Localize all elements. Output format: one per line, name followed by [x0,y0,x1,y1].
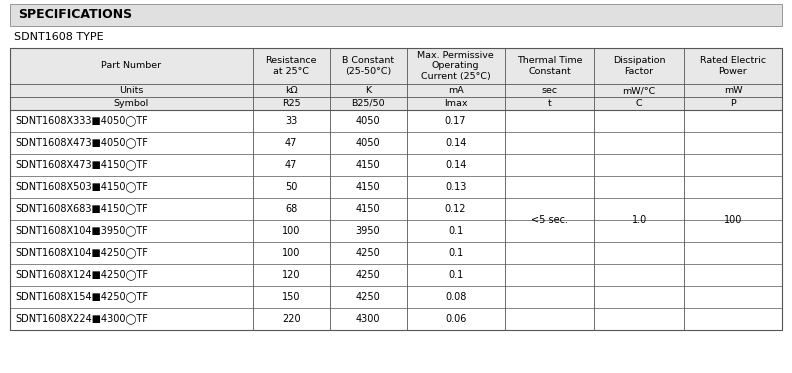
Bar [10,154,782,176]
Text: SDNT1608X104■4250◯TF: SDNT1608X104■4250◯TF [15,248,148,258]
Text: R25: R25 [282,99,300,108]
Text: 0.1: 0.1 [448,226,463,236]
Text: 0.13: 0.13 [445,182,466,192]
Text: 4300: 4300 [356,314,380,324]
Text: 68: 68 [285,204,297,214]
Text: <5 sec.: <5 sec. [531,215,568,225]
Text: SDNT1608X503■4150◯TF: SDNT1608X503■4150◯TF [15,182,148,192]
Text: 1.0: 1.0 [631,215,647,225]
Bar [10,220,782,242]
Text: SDNT1608X154■4250◯TF: SDNT1608X154■4250◯TF [15,292,148,303]
Text: B25/50: B25/50 [352,99,385,108]
Bar [10,198,782,220]
Text: SDNT1608X473■4150◯TF: SDNT1608X473■4150◯TF [15,160,148,170]
Bar [10,176,782,198]
Bar [10,4,782,26]
Text: SPECIFICATIONS: SPECIFICATIONS [18,9,132,22]
Bar [10,110,782,132]
Bar [10,286,782,308]
Text: 4050: 4050 [356,138,380,148]
Text: Thermal Time
Constant: Thermal Time Constant [516,56,582,76]
Text: Symbol: Symbol [114,99,149,108]
Text: SDNT1608X473■4050◯TF: SDNT1608X473■4050◯TF [15,138,148,148]
Bar [10,48,782,330]
Text: 47: 47 [285,160,297,170]
Text: B Constant
(25-50°C): B Constant (25-50°C) [342,56,394,76]
Text: 47: 47 [285,138,297,148]
Text: mA: mA [447,86,463,95]
Bar [10,132,782,154]
Text: SDNT1608X104■3950◯TF: SDNT1608X104■3950◯TF [15,226,148,236]
Text: 120: 120 [282,270,300,280]
Text: SDNT1608X224■4300◯TF: SDNT1608X224■4300◯TF [15,314,148,325]
Text: Dissipation
Factor: Dissipation Factor [613,56,665,76]
Text: Part Number: Part Number [101,62,162,70]
Text: 0.14: 0.14 [445,138,466,148]
Text: kΩ: kΩ [285,86,298,95]
Text: SDNT1608X683■4150◯TF: SDNT1608X683■4150◯TF [15,204,148,214]
Text: SDNT1608 TYPE: SDNT1608 TYPE [14,32,104,42]
Text: 3950: 3950 [356,226,380,236]
Text: Rated Electric
Power: Rated Electric Power [700,56,766,76]
Bar [10,242,782,264]
Text: 0.1: 0.1 [448,248,463,258]
Text: t: t [547,99,551,108]
Text: Units: Units [119,86,143,95]
Text: 0.08: 0.08 [445,292,466,302]
Text: SDNT1608X124■4250◯TF: SDNT1608X124■4250◯TF [15,270,148,280]
Text: 0.14: 0.14 [445,160,466,170]
Text: P: P [730,99,736,108]
Text: 4250: 4250 [356,248,380,258]
Text: SDNT1608X333■4050◯TF: SDNT1608X333■4050◯TF [15,116,148,126]
Text: 100: 100 [282,248,300,258]
Text: 4150: 4150 [356,160,380,170]
Text: C: C [636,99,642,108]
Text: 4250: 4250 [356,270,380,280]
Text: Imax: Imax [444,99,467,108]
Text: 4150: 4150 [356,204,380,214]
Text: mW: mW [724,86,742,95]
Text: 4050: 4050 [356,116,380,126]
Text: 150: 150 [282,292,300,302]
Text: 0.12: 0.12 [445,204,466,214]
Text: Resistance
at 25°C: Resistance at 25°C [265,56,317,76]
Text: 0.06: 0.06 [445,314,466,324]
Text: 4150: 4150 [356,182,380,192]
Text: 4250: 4250 [356,292,380,302]
Text: 0.17: 0.17 [445,116,466,126]
Text: K: K [365,86,371,95]
Text: Max. Permissive
Operating
Current (25°C): Max. Permissive Operating Current (25°C) [417,51,494,81]
Text: 220: 220 [282,314,300,324]
Text: 50: 50 [285,182,297,192]
Bar [10,308,782,330]
Text: 33: 33 [285,116,297,126]
Text: 100: 100 [724,215,742,225]
Bar [10,264,782,286]
Bar [10,48,782,110]
Text: mW/°C: mW/°C [623,86,656,95]
Text: sec: sec [542,86,558,95]
Text: 100: 100 [282,226,300,236]
Text: 0.1: 0.1 [448,270,463,280]
